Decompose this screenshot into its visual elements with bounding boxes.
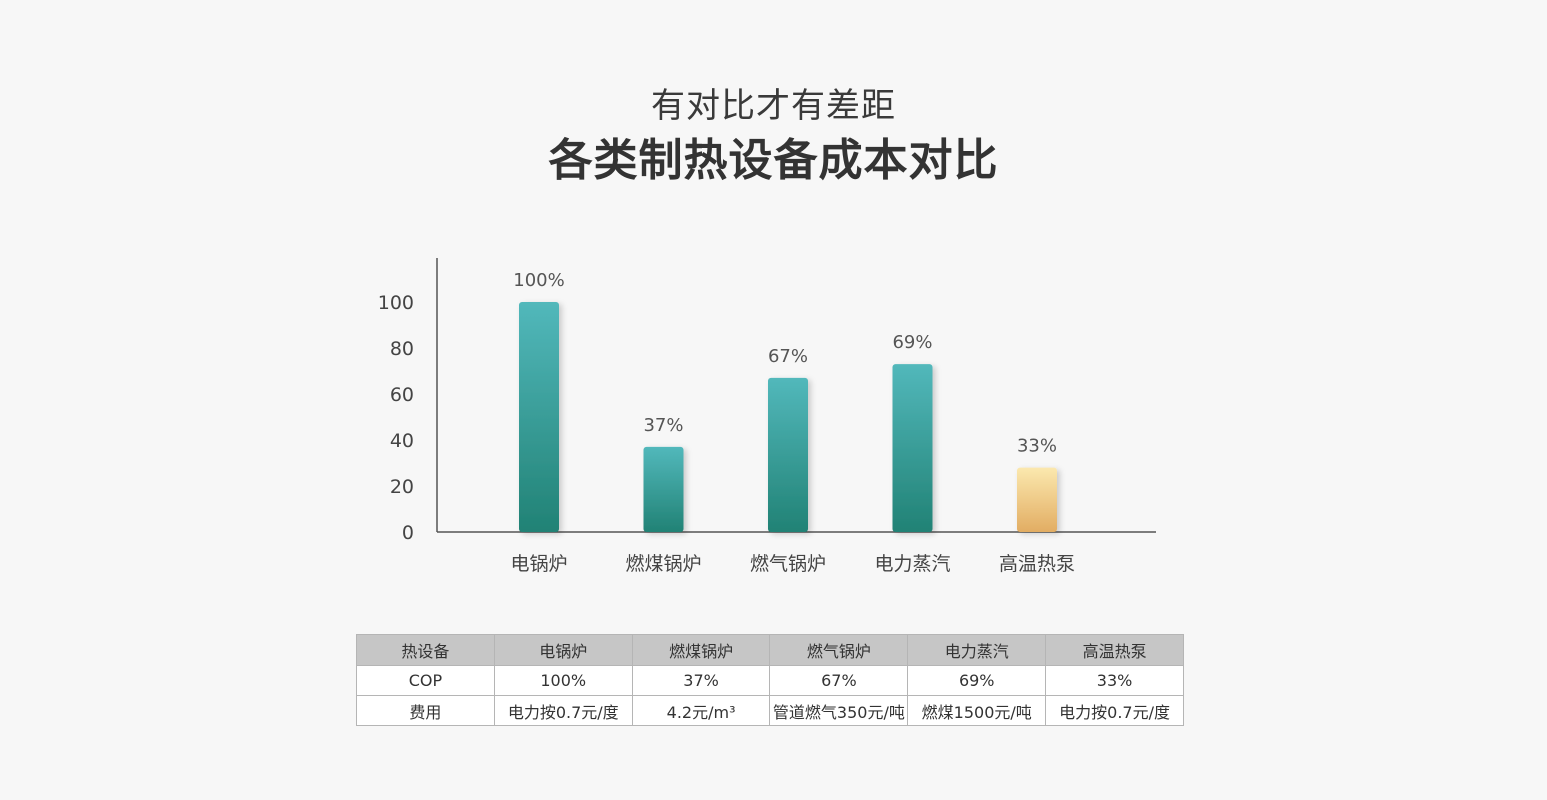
bar [643,446,684,532]
table-cell: 燃煤1500元/吨 [907,695,1047,726]
table-cell: COP [356,665,495,696]
bar [892,364,933,532]
data-label: 33% [1017,436,1057,457]
x-category-label: 高温热泵 [999,553,1075,575]
table-header-cell: 电力蒸汽 [907,634,1047,666]
y-tick-label: 40 [390,430,414,452]
data-label: 100% [513,270,564,291]
table-cell: 4.2元/m³ [631,695,771,726]
table-cell: 电力按0.7元/度 [1045,695,1184,726]
data-label: 67% [768,346,808,367]
bar-chart: 0 20 40 60 80 100 100% 37% 67% 69% 33% 电锅炉 燃煤锅炉 燃气锅… [378,258,1156,575]
y-tick-label: 20 [390,476,414,498]
table-cell: 67% [769,665,909,696]
table-cell: 100% [493,665,633,696]
y-tick-label: 0 [402,522,414,544]
x-category-label: 燃煤锅炉 [625,553,701,575]
data-label: 37% [643,415,683,436]
table-cell: 37% [631,665,771,696]
table-cell: 电力按0.7元/度 [493,695,633,726]
table-row: COP 100% 37% 67% 69% 33% [356,665,1184,696]
table-header-cell: 热设备 [356,634,495,666]
table-cell: 费用 [356,695,495,726]
table-header-cell: 燃气锅炉 [769,634,909,666]
table-cell: 33% [1045,665,1184,696]
y-tick-label: 80 [390,338,414,360]
table-cell: 管道燃气350元/吨 [769,695,909,726]
table-header-cell: 燃煤锅炉 [631,634,771,666]
table-cell: 69% [907,665,1047,696]
table-header-cell: 高温热泵 [1045,634,1184,666]
x-category-label: 电力蒸汽 [874,553,950,575]
chart-title: 各类制热设备成本对比 [548,135,999,186]
table-row: 费用 电力按0.7元/度 4.2元/m³ 管道燃气350元/吨 燃煤1500元/… [356,695,1184,726]
data-label: 69% [892,332,932,353]
comparison-table: 热设备 电锅炉 燃煤锅炉 燃气锅炉 电力蒸汽 高温热泵 COP 100% 37%… [356,634,1184,726]
bar [768,377,808,532]
y-tick-label: 100 [378,292,414,314]
x-category-label: 燃气锅炉 [750,553,826,575]
x-category-label: 电锅炉 [510,553,567,575]
table-header-row: 热设备 电锅炉 燃煤锅炉 燃气锅炉 电力蒸汽 高温热泵 [356,634,1184,666]
table-header-cell: 电锅炉 [493,634,633,666]
bar [519,302,559,532]
bar [1017,467,1057,532]
y-tick-label: 60 [390,384,414,406]
chart-subtitle: 有对比才有差距 [651,86,896,126]
